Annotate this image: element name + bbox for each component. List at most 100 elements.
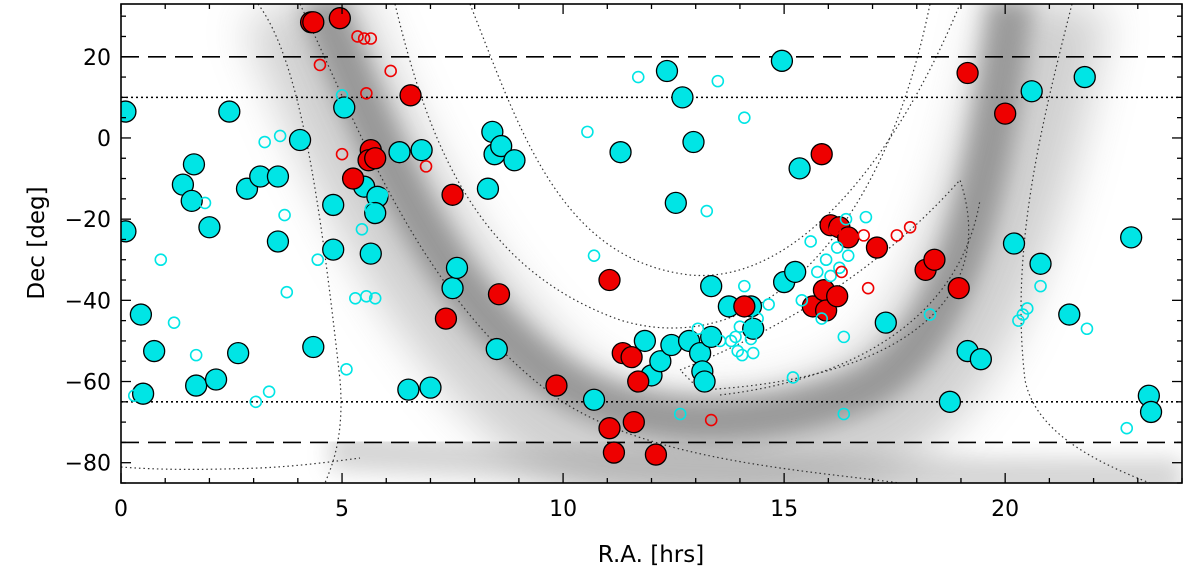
point-cyan-filled [1020, 80, 1043, 103]
point-cyan-filled [1002, 232, 1026, 255]
reference-lines [121, 55, 1182, 444]
point-red-open [357, 32, 371, 45]
point-cyan-open [810, 265, 824, 279]
point-cyan-filled [938, 390, 962, 413]
point-cyan-filled [121, 100, 137, 123]
point-red-filled [341, 167, 365, 190]
point-cyan-open [724, 334, 738, 348]
point-cyan-filled [582, 388, 606, 411]
point-cyan-filled [1073, 65, 1096, 89]
point-red-open [360, 87, 373, 100]
point-red-open [384, 64, 397, 78]
point-cyan-filled [441, 277, 464, 300]
point-cyan-filled [503, 149, 526, 172]
point-cyan-open [700, 204, 714, 218]
y-tick-label: −20 [65, 208, 111, 233]
point-red-filled [487, 283, 511, 306]
y-tick-label: −40 [65, 289, 111, 314]
point-cyan-open [311, 253, 325, 267]
point-red-filled [956, 61, 979, 85]
point-red-open [835, 265, 848, 279]
point-cyan-filled [784, 260, 807, 284]
point-red-open [890, 229, 904, 242]
point-cyan-open [841, 249, 855, 262]
point-cyan-open [795, 294, 809, 307]
point-cyan-filled [302, 335, 325, 359]
y-tick-label: −60 [65, 371, 111, 396]
galactic-band [244, 4, 1182, 483]
point-cyan-filled [1058, 303, 1081, 326]
x-axis-title: R.A. [hrs] [598, 542, 704, 568]
density-contours [121, 4, 1151, 483]
point-red-filled [441, 183, 464, 206]
point-red-filled [302, 11, 325, 34]
y-tick-label: −80 [65, 452, 111, 477]
point-cyan-filled [485, 337, 508, 361]
point-red-filled [434, 307, 458, 330]
point-red-filled [545, 374, 568, 397]
point-red-filled [627, 370, 650, 393]
point-red-filled [622, 410, 645, 434]
point-cyan-filled [682, 130, 705, 154]
point-cyan-filled [671, 86, 694, 109]
data-points [121, 7, 1163, 466]
point-cyan-open [691, 322, 705, 336]
point-red-open [351, 30, 364, 43]
point-red-open [313, 58, 327, 72]
x-tick-label: 10 [549, 497, 577, 522]
point-cyan-filled [266, 165, 290, 188]
point-cyan-filled [445, 256, 469, 280]
point-cyan-filled [180, 189, 203, 213]
point-cyan-open [786, 371, 800, 384]
point-cyan-filled [655, 59, 679, 83]
point-cyan-filled [1120, 226, 1143, 249]
point-red-filled [733, 295, 756, 318]
point-cyan-open [711, 74, 725, 88]
axis-ticks [120, 4, 1183, 484]
point-cyan-filled [266, 230, 290, 253]
point-red-filled [644, 443, 668, 466]
point-cyan-filled [182, 153, 206, 176]
point-cyan-open [762, 298, 775, 311]
point-cyan-filled [770, 49, 794, 72]
point-red-open [364, 32, 378, 45]
point-cyan-filled [397, 378, 420, 401]
point-cyan-filled [333, 96, 356, 119]
contour-outer-right [1020, 4, 1151, 483]
point-cyan-open [1080, 322, 1094, 336]
point-cyan-open [673, 407, 687, 421]
point-cyan-filled [609, 141, 632, 164]
point-cyan-filled [359, 242, 382, 265]
point-cyan-filled [198, 216, 221, 239]
point-cyan-open [249, 395, 263, 409]
point-cyan-open [837, 330, 851, 344]
x-tick-label: 5 [335, 497, 349, 522]
point-red-filled [598, 417, 621, 440]
point-cyan-filled [700, 325, 723, 349]
point-cyan-open [587, 249, 601, 262]
point-cyan-open [837, 407, 851, 421]
point-cyan-open [631, 70, 645, 84]
point-cyan-open [824, 269, 837, 283]
point-cyan-filled [664, 191, 687, 215]
point-cyan-open [189, 348, 203, 362]
point-cyan-open [859, 210, 873, 224]
point-cyan-open [696, 377, 709, 390]
point-cyan-open [830, 241, 844, 254]
point-cyan-filled [218, 100, 241, 123]
point-cyan-filled [633, 329, 657, 353]
x-tick-label: 0 [114, 497, 128, 522]
point-cyan-filled [874, 311, 897, 334]
point-red-filled [810, 143, 833, 166]
contour-mid-upper [469, 4, 961, 277]
point-cyan-filled [143, 339, 166, 363]
point-cyan-filled [693, 370, 716, 393]
point-cyan-filled [322, 193, 345, 217]
point-cyan-open [360, 289, 373, 303]
point-red-filled [399, 84, 422, 107]
point-cyan-filled [476, 177, 500, 200]
point-cyan-open [839, 212, 853, 226]
point-cyan-open [154, 253, 168, 267]
point-red-open [828, 222, 842, 236]
